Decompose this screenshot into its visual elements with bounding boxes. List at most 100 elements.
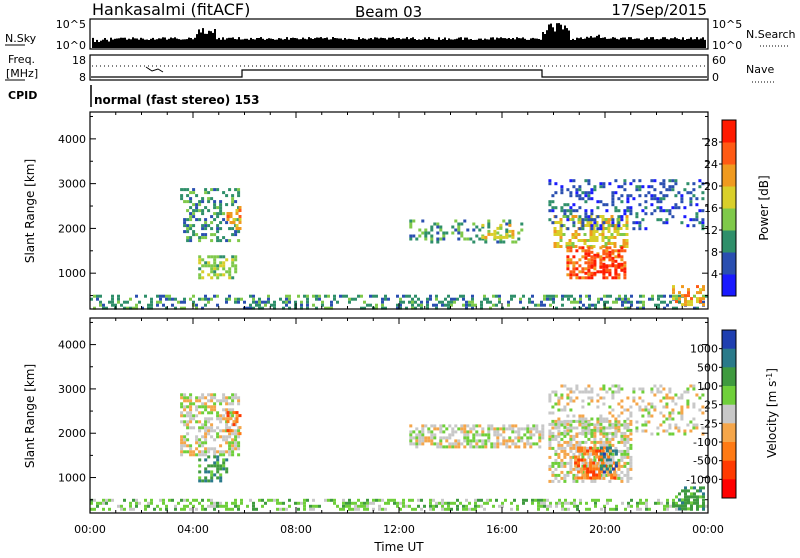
heatmap-cell bbox=[593, 423, 597, 427]
heatmap-cell bbox=[687, 294, 690, 298]
heatmap-cell bbox=[222, 414, 226, 418]
heatmap-cell bbox=[514, 430, 518, 434]
heatmap-cell bbox=[462, 297, 465, 301]
heatmap-cell bbox=[614, 206, 618, 210]
heatmap-cell bbox=[402, 294, 405, 298]
heatmap-cell bbox=[677, 396, 681, 400]
heatmap-cell bbox=[315, 306, 318, 310]
heatmap-cell bbox=[195, 209, 199, 213]
heatmap-cell bbox=[629, 443, 633, 447]
heatmap-cell bbox=[519, 300, 522, 304]
heatmap-cell bbox=[678, 294, 681, 298]
heatmap-cell bbox=[605, 449, 609, 453]
heatmap-cell bbox=[336, 300, 339, 304]
nsky-bar bbox=[122, 37, 124, 48]
heatmap-cell bbox=[415, 439, 419, 443]
heatmap-cell bbox=[662, 221, 666, 225]
heatmap-cell bbox=[586, 449, 590, 453]
heatmap-cell bbox=[216, 411, 220, 415]
heatmap-cell bbox=[702, 495, 705, 499]
heatmap-cell bbox=[213, 294, 216, 298]
heatmap-cell bbox=[611, 390, 615, 394]
heatmap-cell bbox=[231, 432, 235, 436]
heatmap-cell bbox=[702, 492, 705, 496]
heatmap-cell bbox=[560, 224, 564, 228]
heatmap-cell bbox=[496, 226, 500, 230]
heatmap-cell bbox=[635, 402, 639, 406]
heatmap-cell bbox=[474, 504, 477, 508]
heatmap-cell bbox=[102, 498, 105, 502]
heatmap-cell bbox=[632, 387, 636, 391]
heatmap-cell bbox=[183, 224, 187, 228]
heatmap-cell bbox=[614, 446, 618, 450]
heatmap-cell bbox=[684, 498, 687, 502]
heatmap-cell bbox=[399, 306, 402, 310]
heatmap-cell bbox=[234, 230, 238, 234]
x-tick-label: 08:00 bbox=[280, 523, 312, 536]
heatmap-cell bbox=[577, 218, 581, 221]
heatmap-cell bbox=[573, 504, 576, 508]
heatmap-cell bbox=[207, 479, 211, 483]
heatmap-cell bbox=[671, 179, 675, 183]
heatmap-cell bbox=[216, 227, 220, 231]
heatmap-cell bbox=[593, 425, 597, 429]
heatmap-cell bbox=[222, 264, 226, 268]
heatmap-cell bbox=[567, 294, 570, 298]
heatmap-cell bbox=[219, 476, 223, 480]
nave-label: Nave bbox=[746, 63, 774, 76]
heatmap-cell bbox=[198, 476, 202, 480]
heatmap-cell bbox=[689, 200, 693, 204]
heatmap-cell bbox=[584, 179, 588, 183]
heatmap-cell bbox=[593, 446, 597, 450]
heatmap-cell bbox=[614, 268, 618, 272]
heatmap-cell bbox=[581, 191, 585, 195]
heatmap-cell bbox=[192, 212, 196, 216]
nsky-bar bbox=[634, 38, 636, 48]
heatmap-cell bbox=[551, 206, 555, 210]
heatmap-cell bbox=[493, 427, 497, 431]
heatmap-cell bbox=[433, 427, 437, 431]
heatmap-cell bbox=[219, 200, 223, 204]
heatmap-cell bbox=[695, 197, 699, 201]
heatmap-cell bbox=[571, 233, 575, 236]
heatmap-cell bbox=[228, 396, 232, 400]
colorbar-tick-label: 500 bbox=[697, 361, 718, 374]
heatmap-cell bbox=[556, 245, 560, 248]
colorbar-swatch bbox=[722, 460, 736, 480]
heatmap-cell bbox=[472, 222, 476, 226]
heatmap-cell bbox=[450, 501, 453, 505]
heatmap-cell bbox=[581, 464, 585, 468]
heatmap-cell bbox=[623, 449, 627, 453]
heatmap-cell bbox=[613, 473, 617, 477]
heatmap-cell bbox=[665, 417, 669, 421]
heatmap-cell bbox=[580, 449, 584, 453]
heatmap-cell bbox=[469, 442, 473, 446]
heatmap-cell bbox=[237, 444, 241, 448]
nsky-bar bbox=[684, 40, 686, 48]
heatmap-cell bbox=[183, 297, 186, 301]
heatmap-cell bbox=[623, 443, 627, 447]
heatmap-cell bbox=[189, 501, 192, 505]
heatmap-cell bbox=[420, 498, 423, 502]
heatmap-cell bbox=[572, 455, 576, 459]
heatmap-cell bbox=[234, 432, 238, 436]
heatmap-cell bbox=[513, 498, 516, 502]
heatmap-cell bbox=[195, 306, 198, 310]
heatmap-cell bbox=[180, 450, 184, 454]
heatmap-cell bbox=[441, 300, 444, 304]
heatmap-cell bbox=[607, 236, 611, 239]
heatmap-cell bbox=[435, 303, 438, 307]
heatmap-cell bbox=[580, 470, 584, 474]
heatmap-cell bbox=[507, 300, 510, 304]
heatmap-cell bbox=[611, 191, 615, 195]
heatmap-cell bbox=[484, 433, 488, 437]
heatmap-cell bbox=[171, 297, 174, 301]
heatmap-cell bbox=[451, 225, 455, 229]
heatmap-cell bbox=[587, 428, 591, 432]
nsky-bar bbox=[154, 39, 156, 48]
heatmap-cell bbox=[669, 300, 672, 304]
heatmap-cell bbox=[210, 276, 214, 280]
heatmap-cell bbox=[674, 182, 678, 186]
heatmap-cell bbox=[611, 259, 615, 263]
heatmap-cell bbox=[213, 405, 217, 409]
